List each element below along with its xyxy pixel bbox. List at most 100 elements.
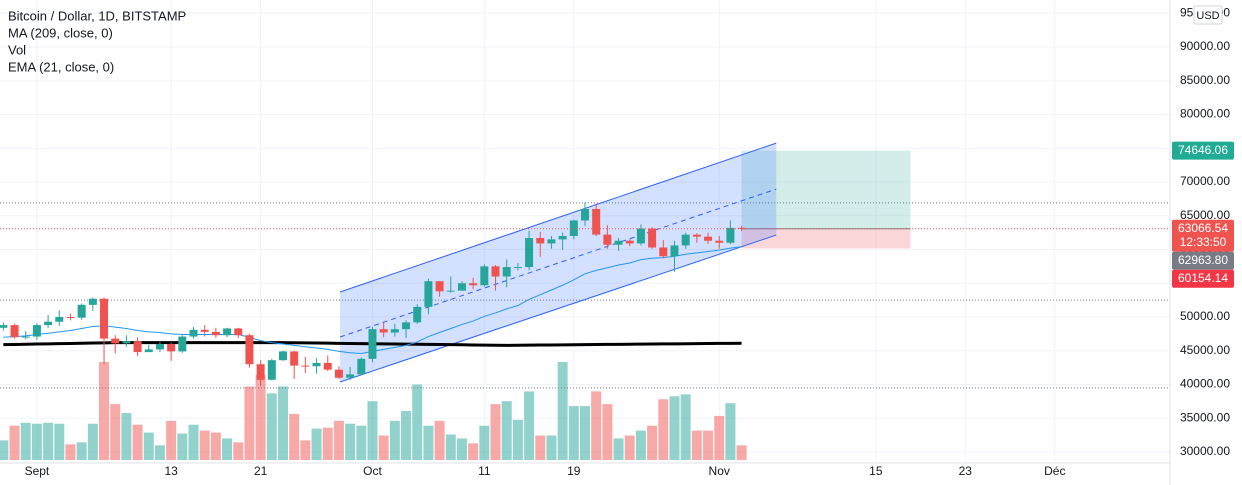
volume-bar — [277, 386, 288, 460]
candle-body — [659, 247, 668, 257]
volume-bar — [479, 425, 490, 460]
y-tick-label: 65000.00 — [1180, 208, 1230, 222]
candle-body — [155, 343, 164, 350]
price-label-text: 12:33:50 — [1180, 235, 1227, 249]
channel-fill — [340, 143, 777, 382]
volume-bar — [121, 412, 132, 460]
volume-bar — [490, 404, 501, 460]
candle-body — [625, 240, 634, 244]
volume-bar — [322, 427, 333, 460]
volume-bar — [568, 406, 579, 460]
volume-bar — [434, 420, 445, 460]
x-tick-label: Déc — [1044, 464, 1065, 478]
candle-body — [648, 228, 657, 248]
candle-body — [726, 227, 735, 243]
candle-body — [603, 234, 612, 245]
volume-bar — [356, 425, 367, 460]
channel-lower — [339, 234, 777, 383]
volume-bar — [266, 393, 277, 460]
candle-body — [301, 365, 310, 367]
legend-text: Vol — [8, 42, 26, 57]
x-tick-label: 21 — [254, 464, 268, 478]
price-label-text: 62963.80 — [1178, 253, 1228, 267]
candle-body — [0, 325, 8, 328]
volume-bar — [703, 430, 714, 460]
volume-bar — [635, 430, 646, 460]
volume-bar — [445, 434, 456, 460]
stop-zone — [741, 228, 911, 249]
candle-body — [402, 322, 411, 330]
candle-body — [267, 360, 276, 380]
volume-bar — [76, 442, 87, 460]
candle-body — [44, 321, 53, 326]
volume-bar — [166, 420, 177, 460]
candle-body — [390, 329, 399, 333]
candle-body — [245, 335, 254, 365]
y-tick-label: 85000.00 — [1180, 73, 1230, 87]
volume-bar — [412, 384, 423, 460]
volume-bar — [714, 415, 725, 460]
currency-badge — [1193, 5, 1223, 25]
volume-bar — [0, 440, 9, 460]
volume-bar — [233, 442, 244, 460]
candle-body — [256, 364, 265, 380]
candle-body — [178, 336, 187, 352]
volume-bar — [647, 425, 658, 460]
legend-text: EMA (21, close, 0) — [8, 59, 114, 74]
volume-bar — [54, 423, 65, 460]
y-tick-label: 90000.00 — [1180, 39, 1230, 53]
candle-body — [211, 331, 220, 336]
volume-bar — [468, 443, 479, 460]
candle-body — [66, 316, 75, 318]
candle-body — [133, 341, 142, 353]
price-label-box — [1172, 219, 1234, 252]
candle-body — [558, 235, 567, 240]
volume-bar — [244, 386, 255, 460]
volume-bar — [87, 423, 98, 460]
volume-bar — [501, 401, 512, 460]
volume-bar — [31, 423, 42, 460]
candle-body — [312, 362, 321, 367]
volume-bar — [658, 399, 669, 460]
volume-bar — [378, 435, 389, 460]
price-label-text: 60154.14 — [1178, 271, 1228, 285]
candle-body — [223, 328, 232, 336]
candle-body — [614, 240, 623, 245]
volume-bar — [367, 401, 378, 460]
x-tick-label: 13 — [164, 464, 178, 478]
channel-mid — [339, 188, 777, 338]
volume-bar — [736, 445, 747, 460]
volume-bar — [210, 432, 221, 460]
volume-bar — [311, 428, 322, 460]
volume-bar — [691, 430, 702, 460]
volume-bar — [177, 433, 188, 460]
volume-bar — [602, 404, 613, 460]
price-label-box — [1172, 269, 1234, 288]
volume-bar — [389, 420, 400, 460]
target-zone — [741, 150, 911, 229]
candle-body — [569, 220, 578, 236]
candle-body — [111, 338, 120, 344]
volume-bar — [143, 432, 154, 460]
candle-body — [21, 336, 30, 338]
channel-upper — [339, 142, 777, 293]
x-tick-label: 19 — [567, 464, 581, 478]
legend-text: MA (209, close, 0) — [8, 25, 113, 40]
candle-body — [334, 369, 343, 378]
price-label-text: 63066.54 — [1178, 221, 1228, 235]
volume-bar — [423, 425, 434, 460]
x-tick-label: Sept — [25, 464, 50, 478]
volume-bar — [546, 435, 557, 460]
volume-bar — [289, 413, 300, 460]
candle-body — [55, 316, 64, 322]
x-tick-label: 11 — [478, 464, 491, 478]
volume-bar — [535, 435, 546, 460]
candle-body — [681, 234, 690, 246]
candle-body — [200, 329, 209, 332]
candle-body — [413, 306, 422, 323]
volume-bar — [9, 425, 20, 460]
volume-bar — [110, 404, 121, 460]
volume-bar — [199, 430, 210, 460]
